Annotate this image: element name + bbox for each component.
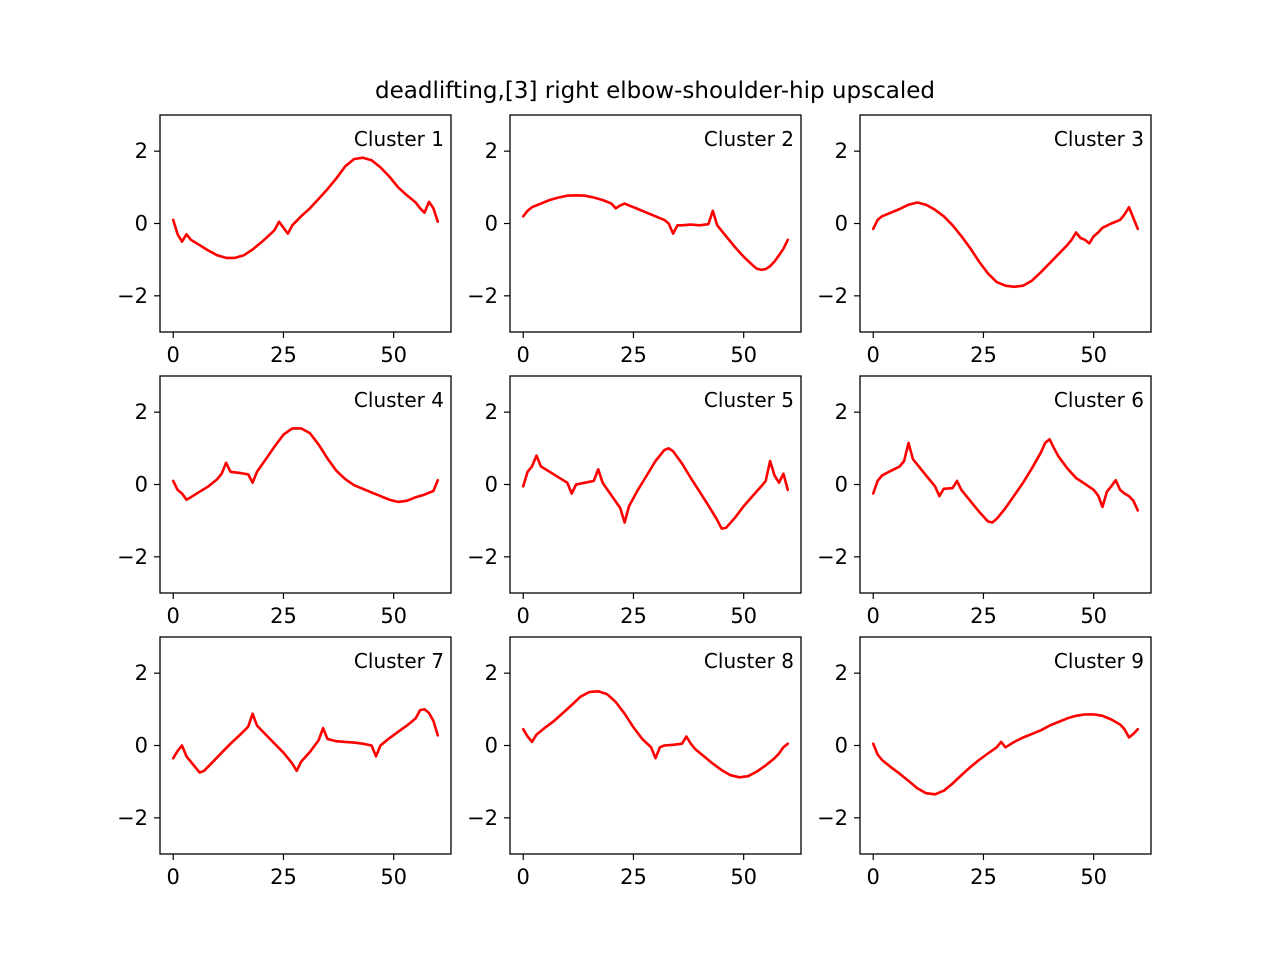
- x-tick-label: 25: [270, 865, 297, 889]
- series-line: [871, 437, 1140, 524]
- x-tick-label: 0: [167, 343, 180, 367]
- series-line: [171, 156, 440, 260]
- y-tick-label: −2: [467, 545, 498, 569]
- series-line: [521, 689, 790, 779]
- y-tick-label: 2: [485, 139, 498, 163]
- x-tick-label: 50: [730, 865, 757, 889]
- y-tick-label: 2: [835, 400, 848, 424]
- y-tick-label: 2: [835, 139, 848, 163]
- y-tick-label: −2: [467, 806, 498, 830]
- y-tick-label: 0: [835, 734, 848, 758]
- y-tick-label: −2: [117, 806, 148, 830]
- y-tick-label: 0: [485, 473, 498, 497]
- y-tick-label: −2: [817, 284, 848, 308]
- subplot-3: 0 25 50 −2 0 2 Cluster 3: [817, 114, 1152, 367]
- cluster-label: Cluster 3: [1054, 127, 1144, 151]
- y-tick-label: −2: [467, 284, 498, 308]
- y-tick-label: 0: [485, 734, 498, 758]
- y-tick-label: 0: [835, 473, 848, 497]
- x-tick-label: 25: [970, 604, 997, 628]
- x-tick-label: 25: [620, 865, 647, 889]
- subplot-9: 0 25 50 −2 0 2 Cluster 9: [817, 636, 1152, 889]
- y-tick-label: −2: [117, 545, 148, 569]
- y-tick-label: −2: [117, 284, 148, 308]
- y-tick-label: 0: [135, 212, 148, 236]
- x-tick-label: 50: [380, 343, 407, 367]
- panels: 0 25 50 −2 0 2 Cluster 1 0 25 50 −2 0 2 Cluster 2 0 25 5…: [117, 114, 1152, 889]
- series-line: [171, 707, 440, 774]
- y-tick-label: 2: [135, 661, 148, 685]
- y-tick-label: 2: [135, 139, 148, 163]
- x-tick-label: 50: [730, 604, 757, 628]
- cluster-label: Cluster 1: [354, 127, 444, 151]
- x-tick-label: 0: [167, 604, 180, 628]
- x-tick-label: 25: [970, 343, 997, 367]
- series-line: [521, 446, 790, 530]
- y-tick-label: 0: [485, 212, 498, 236]
- x-tick-label: 25: [970, 865, 997, 889]
- x-tick-label: 0: [517, 865, 530, 889]
- y-tick-label: 2: [485, 400, 498, 424]
- x-tick-label: 50: [1080, 865, 1107, 889]
- cluster-label: Cluster 8: [704, 649, 794, 673]
- cluster-label: Cluster 5: [704, 388, 794, 412]
- y-tick-label: −2: [817, 545, 848, 569]
- x-tick-label: 50: [1080, 604, 1107, 628]
- x-tick-label: 50: [380, 865, 407, 889]
- series-line: [871, 713, 1140, 796]
- x-tick-label: 0: [867, 343, 880, 367]
- x-tick-label: 0: [517, 604, 530, 628]
- subplot-6: 0 25 50 −2 0 2 Cluster 6: [817, 375, 1152, 628]
- y-tick-label: 0: [835, 212, 848, 236]
- subplot-8: 0 25 50 −2 0 2 Cluster 8: [467, 636, 802, 889]
- series-line: [171, 427, 440, 504]
- y-tick-label: 0: [135, 734, 148, 758]
- x-tick-label: 50: [380, 604, 407, 628]
- x-tick-label: 25: [620, 343, 647, 367]
- x-tick-label: 0: [167, 865, 180, 889]
- subplot-7: 0 25 50 −2 0 2 Cluster 7: [117, 636, 452, 889]
- cluster-label: Cluster 6: [1054, 388, 1144, 412]
- subplot-5: 0 25 50 −2 0 2 Cluster 5: [467, 375, 802, 628]
- x-tick-label: 25: [620, 604, 647, 628]
- y-tick-label: 0: [135, 473, 148, 497]
- subplot-4: 0 25 50 −2 0 2 Cluster 4: [117, 375, 452, 628]
- x-tick-label: 0: [867, 865, 880, 889]
- x-tick-label: 50: [1080, 343, 1107, 367]
- x-tick-label: 25: [270, 604, 297, 628]
- y-tick-label: 2: [835, 661, 848, 685]
- series-line: [521, 194, 790, 272]
- subplot-2: 0 25 50 −2 0 2 Cluster 2: [467, 114, 802, 367]
- y-tick-label: 2: [485, 661, 498, 685]
- cluster-label: Cluster 4: [354, 388, 444, 412]
- x-tick-label: 0: [517, 343, 530, 367]
- x-tick-label: 50: [730, 343, 757, 367]
- cluster-label: Cluster 9: [1054, 649, 1144, 673]
- series-line: [871, 201, 1140, 289]
- cluster-label: Cluster 2: [704, 127, 794, 151]
- figure-title: deadlifting,[3] right elbow-shoulder-hip…: [375, 78, 935, 104]
- cluster-label: Cluster 7: [354, 649, 444, 673]
- y-tick-label: −2: [817, 806, 848, 830]
- subplot-1: 0 25 50 −2 0 2 Cluster 1: [117, 114, 452, 367]
- x-tick-label: 25: [270, 343, 297, 367]
- x-tick-label: 0: [867, 604, 880, 628]
- y-tick-label: 2: [135, 400, 148, 424]
